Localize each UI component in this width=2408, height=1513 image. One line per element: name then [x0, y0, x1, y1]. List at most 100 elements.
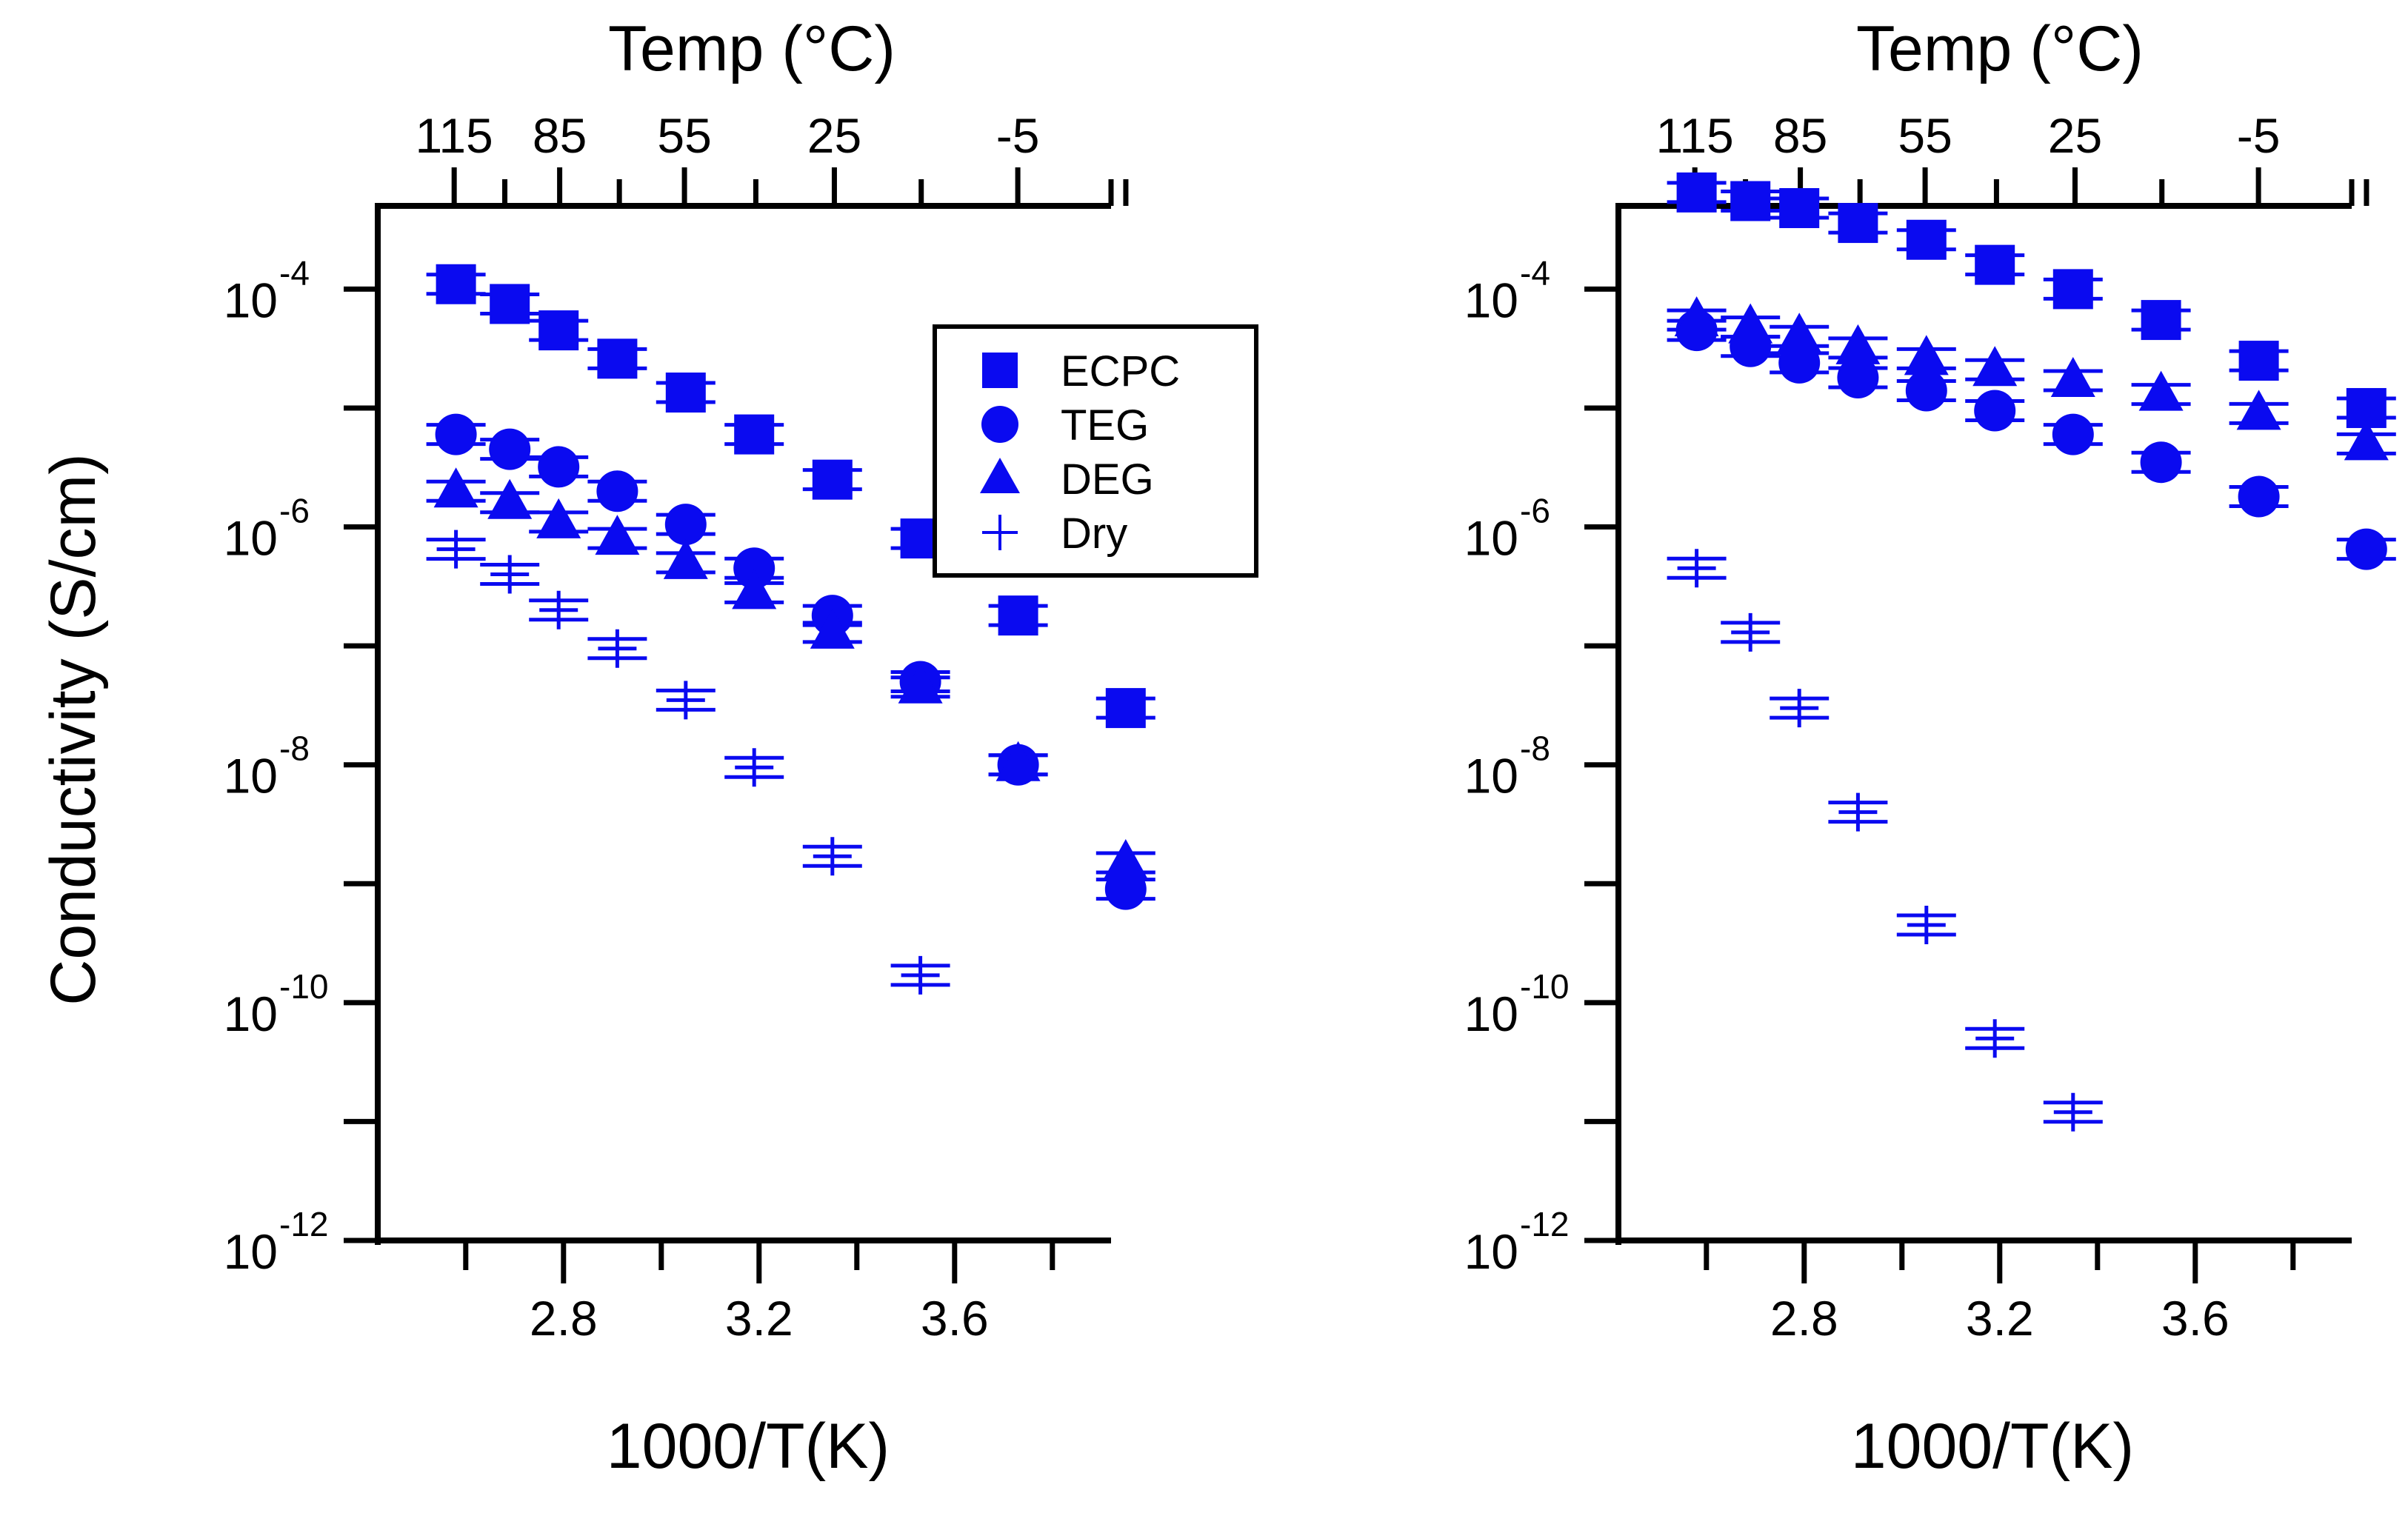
- top-tick-label: 85: [1773, 108, 1827, 163]
- data-point: [1780, 689, 1819, 728]
- x-tick-label: 3.2: [725, 1291, 793, 1346]
- y-tick-label: 10: [1464, 511, 1518, 566]
- data-point: [1777, 313, 1822, 353]
- data-point: [538, 310, 579, 351]
- data-point: [2345, 528, 2387, 570]
- y-axis-title: Conductivity (S/cm): [38, 453, 109, 1006]
- legend: ECPC TEG DEG Dry: [933, 324, 1258, 578]
- y-tick-exponent: -8: [279, 729, 310, 768]
- data-point: [487, 478, 533, 519]
- y-tick-exponent: -6: [1520, 492, 1550, 530]
- data-point: [810, 608, 855, 649]
- data-point: [1838, 203, 1878, 244]
- data-point: [436, 530, 476, 569]
- legend-label: DEG: [1061, 455, 1154, 504]
- data-point: [1906, 219, 1947, 260]
- x-axis-title: 1000/T(K): [607, 1411, 890, 1482]
- data-point: [995, 741, 1041, 781]
- data-point: [998, 595, 1038, 636]
- top-tick-label: 55: [657, 108, 711, 163]
- data-point: [2052, 413, 2094, 455]
- x-tick-label: 3.6: [921, 1291, 989, 1346]
- y-tick-label: 10: [224, 273, 278, 327]
- series-deg: [1667, 296, 2396, 461]
- x-tick-label: 3.6: [2161, 1291, 2229, 1346]
- data-point: [1105, 688, 1146, 729]
- data-point: [435, 413, 477, 455]
- data-point: [2050, 356, 2095, 397]
- data-point: [1731, 612, 1770, 652]
- data-point: [666, 681, 705, 720]
- y-tick-label: 10: [1464, 749, 1518, 804]
- legend-marker: [982, 515, 1018, 550]
- y-tick-label: 10: [1464, 273, 1518, 327]
- series-dry: [426, 530, 950, 995]
- legend-label: Dry: [1061, 510, 1127, 558]
- y-tick-label: 10: [1464, 986, 1518, 1041]
- data-point: [1975, 244, 2015, 285]
- data-point: [812, 459, 853, 500]
- data-point: [733, 547, 776, 589]
- data-point: [2238, 475, 2280, 518]
- y-tick-label: 10: [224, 986, 278, 1041]
- data-point: [2236, 390, 2281, 430]
- data-point: [1730, 181, 1771, 221]
- data-point: [2140, 441, 2182, 484]
- y-tick-exponent: -6: [279, 492, 310, 530]
- y-tick-exponent: -8: [1520, 729, 1550, 768]
- data-point: [1972, 346, 2018, 387]
- y-tick-exponent: -4: [279, 253, 310, 292]
- data-point: [898, 663, 943, 704]
- data-point: [1904, 335, 1949, 375]
- data-point: [813, 837, 852, 876]
- data-point: [1728, 303, 1773, 344]
- data-point: [1837, 356, 1879, 398]
- top-tick-label: 85: [533, 108, 587, 163]
- data-point: [664, 504, 707, 546]
- x-axis-title: 1000/T(K): [1851, 1411, 2134, 1482]
- y-tick-label: 10: [224, 1224, 278, 1279]
- legend-label: ECPC: [1061, 347, 1180, 395]
- data-point: [1103, 839, 1148, 879]
- data-point: [433, 467, 478, 508]
- data-point: [1974, 390, 2016, 432]
- data-point: [1975, 1019, 2015, 1058]
- data-point: [1835, 324, 1881, 364]
- legend-marker: [982, 353, 1018, 388]
- data-point: [598, 629, 637, 668]
- top-axis-title: Temp (°C): [1856, 13, 2144, 84]
- data-point: [1838, 792, 1878, 832]
- top-tick-label: -5: [2237, 108, 2281, 163]
- data-point: [490, 555, 530, 594]
- top-axis-title: Temp (°C): [608, 13, 896, 84]
- top-tick-label: 25: [807, 108, 861, 163]
- top-tick-label: -5: [996, 108, 1040, 163]
- legend-marker: [980, 458, 1020, 493]
- data-point: [1907, 905, 1946, 944]
- data-point: [735, 748, 774, 787]
- top-tick-label: 115: [416, 108, 493, 163]
- data-point: [595, 515, 640, 555]
- data-point: [2052, 269, 2093, 310]
- data-point: [2344, 420, 2389, 461]
- data-point: [665, 373, 706, 413]
- top-tick-label: 55: [1898, 108, 1952, 163]
- data-point: [1779, 188, 1820, 229]
- series-ecpc: [1667, 172, 2396, 428]
- series-deg: [426, 467, 1155, 879]
- y-tick-label: 10: [1464, 1224, 1518, 1279]
- data-point: [2238, 341, 2279, 381]
- y-tick-exponent: -12: [1520, 1205, 1569, 1243]
- data-point: [734, 414, 775, 455]
- data-point: [1674, 296, 1719, 337]
- data-point: [1676, 172, 1717, 213]
- data-point: [436, 264, 476, 304]
- data-point: [597, 338, 638, 379]
- y-tick-exponent: -4: [1520, 253, 1550, 292]
- data-point: [539, 590, 578, 629]
- data-point: [901, 955, 940, 995]
- data-point: [2053, 1092, 2092, 1132]
